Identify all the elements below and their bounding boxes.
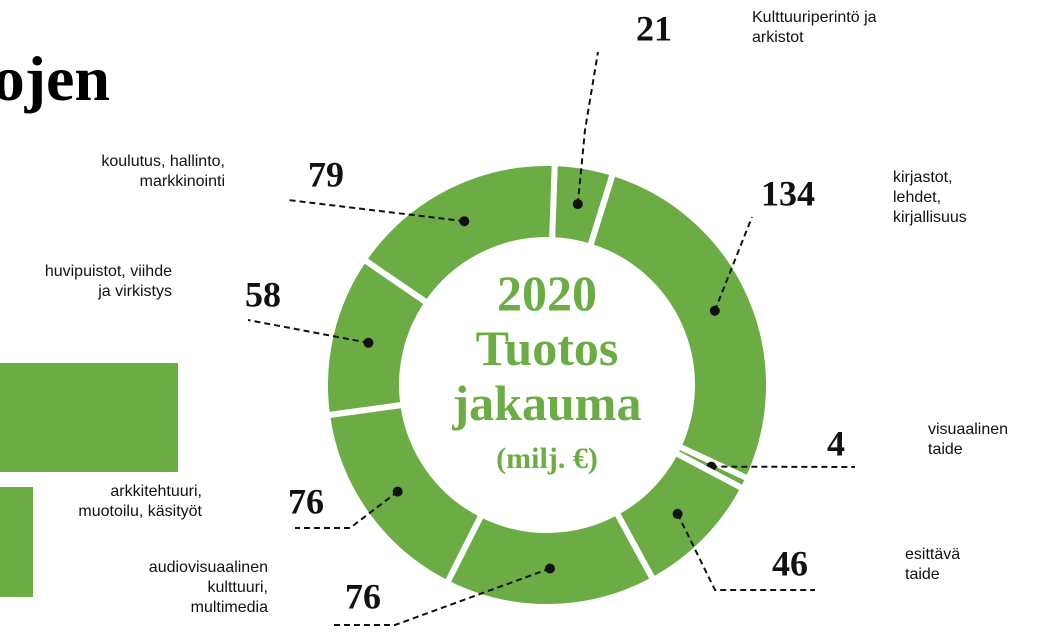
leader-line xyxy=(713,216,753,312)
leader-dot xyxy=(363,337,374,348)
leader-line xyxy=(330,567,551,626)
leader-dot xyxy=(572,199,583,210)
leader-line xyxy=(576,51,599,205)
center-text: jakauma xyxy=(452,375,642,431)
category-label: audiovisuaalinen kulttuuri, multimedia xyxy=(148,559,268,616)
value-label: 46 xyxy=(772,543,808,583)
leader-dot xyxy=(544,563,555,574)
category-label: huvipuistot, viihde ja virkistys xyxy=(44,263,172,300)
value-label: 21 xyxy=(636,8,672,48)
value-label: 79 xyxy=(308,154,344,194)
leader-line xyxy=(247,319,369,344)
donut-segment xyxy=(323,401,486,588)
value-label: 4 xyxy=(827,423,845,463)
value-label: 76 xyxy=(288,481,324,521)
title: ojen xyxy=(0,43,110,114)
category-label: arkkitehtuuri, muotoilu, käsityöt xyxy=(78,483,202,520)
center-unit: (milj. €) xyxy=(496,442,598,475)
decor-block xyxy=(0,363,178,472)
value-label: 58 xyxy=(245,274,281,314)
leader-dot xyxy=(709,305,720,316)
center-text: 2020 xyxy=(497,265,597,321)
value-label: 134 xyxy=(761,173,815,213)
decor-block xyxy=(0,487,33,597)
leader-line xyxy=(676,513,815,591)
value-label: 76 xyxy=(345,576,381,616)
leader-dot xyxy=(459,216,470,227)
donut-segment xyxy=(359,160,558,308)
category-label: Kulttuuriperintö ja arkistot xyxy=(752,9,877,46)
category-label: visuaalinen taide xyxy=(928,421,1009,458)
leader-dot xyxy=(672,508,683,519)
category-label: koulutus, hallinto, markkinointi xyxy=(101,153,225,190)
leader-dot xyxy=(392,486,403,497)
center-text: Tuotos xyxy=(476,320,619,376)
category-label: kirjastot, lehdet, kirjallisuus xyxy=(893,169,967,226)
category-label: esittävä taide xyxy=(905,546,961,583)
